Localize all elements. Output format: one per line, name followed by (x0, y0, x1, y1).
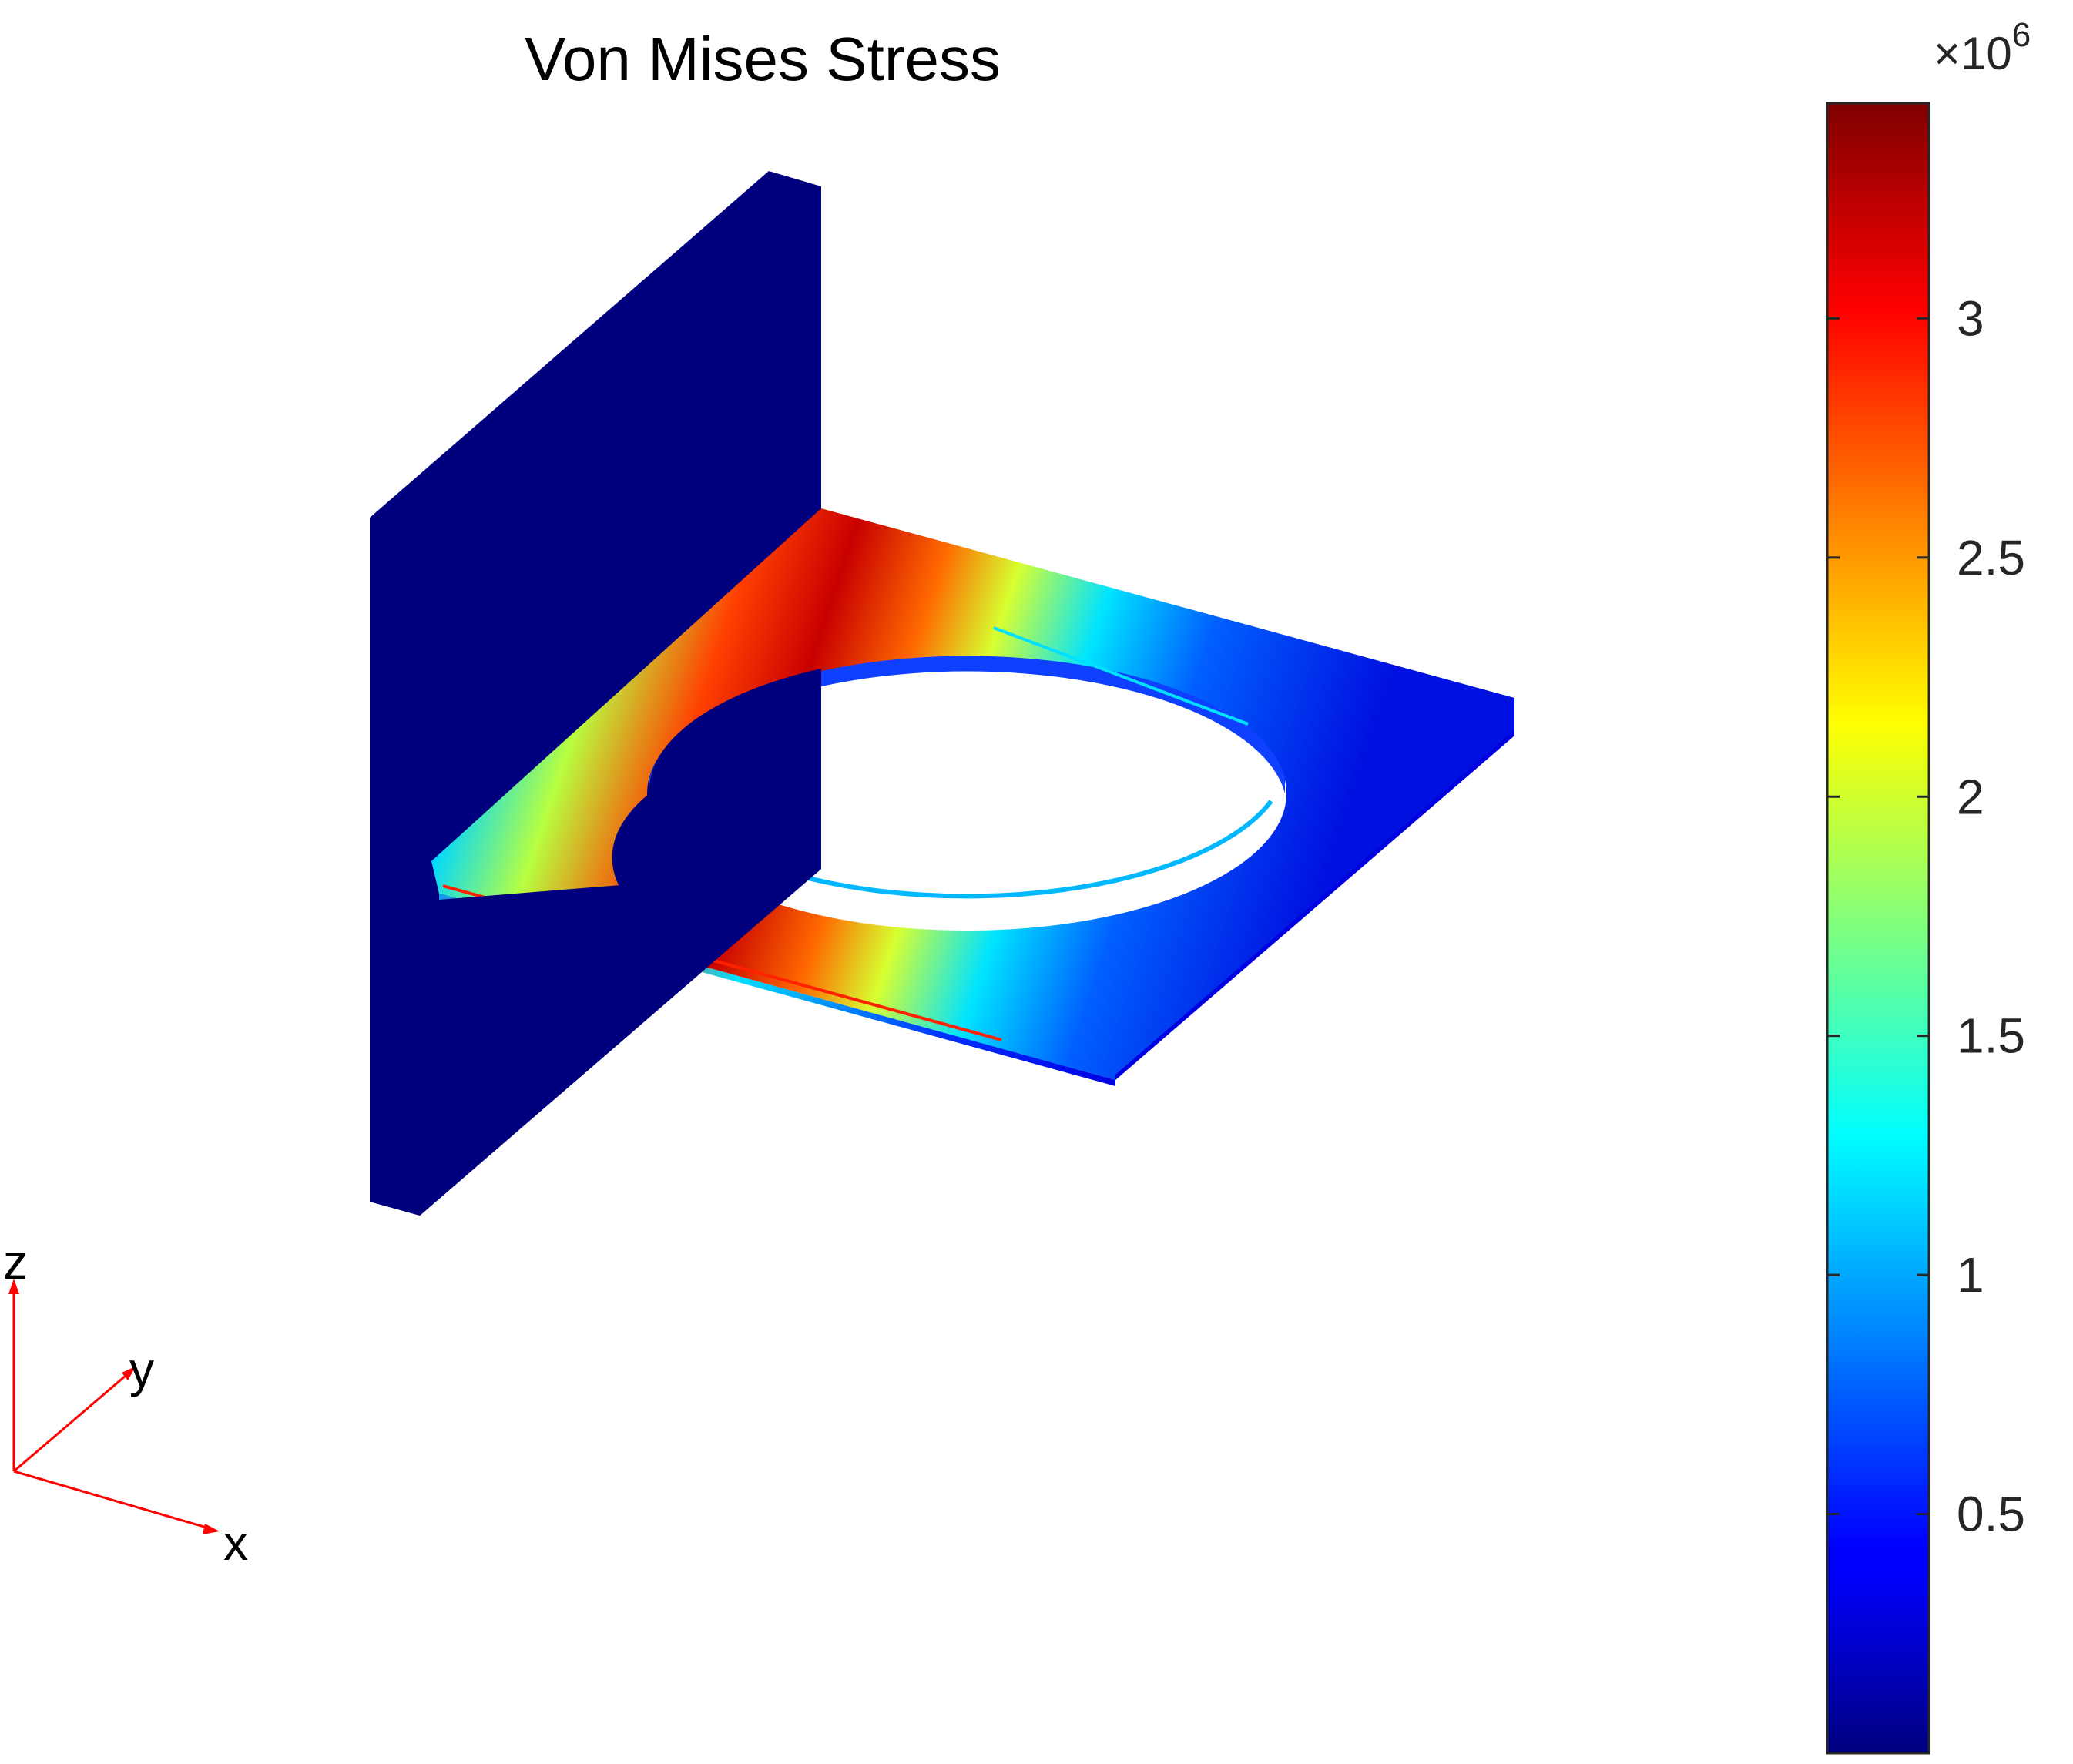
colorbar-gradient (1826, 102, 1930, 1755)
colorbar: 0.5 1 1.5 2 2.5 3 ×106 (1826, 16, 2031, 1755)
y-axis-arrowhead (122, 1367, 136, 1380)
x-axis-line (13, 1470, 213, 1531)
colorbar-tick-label: 3 (1957, 290, 1984, 346)
figure-title: Von Mises Stress (525, 25, 1001, 93)
colorbar-tick-label: 2 (1957, 769, 1984, 824)
colorbar-tick-label: 0.5 (1957, 1487, 2025, 1542)
colorbar-exponent-power: 6 (2012, 16, 2031, 54)
z-axis-label: z (3, 1234, 28, 1289)
vertical-wall-lower (370, 869, 821, 1216)
y-axis-line (13, 1370, 132, 1473)
plate-right-edge (1115, 730, 1514, 1080)
x-axis-arrowhead (203, 1524, 220, 1534)
z-axis-arrowhead (8, 1279, 19, 1294)
x-axis-label: x (223, 1515, 248, 1571)
colorbar-tick-label: 1.5 (1957, 1008, 2025, 1064)
colorbar-tick-label: 1 (1957, 1247, 1984, 1303)
axes-triad: z y x (3, 1234, 248, 1571)
y-axis-label: y (129, 1342, 154, 1397)
colorbar-exponent: ×106 (1934, 16, 2031, 79)
stress-model (370, 171, 1514, 1216)
colorbar-tick-label: 2.5 (1957, 530, 2025, 585)
